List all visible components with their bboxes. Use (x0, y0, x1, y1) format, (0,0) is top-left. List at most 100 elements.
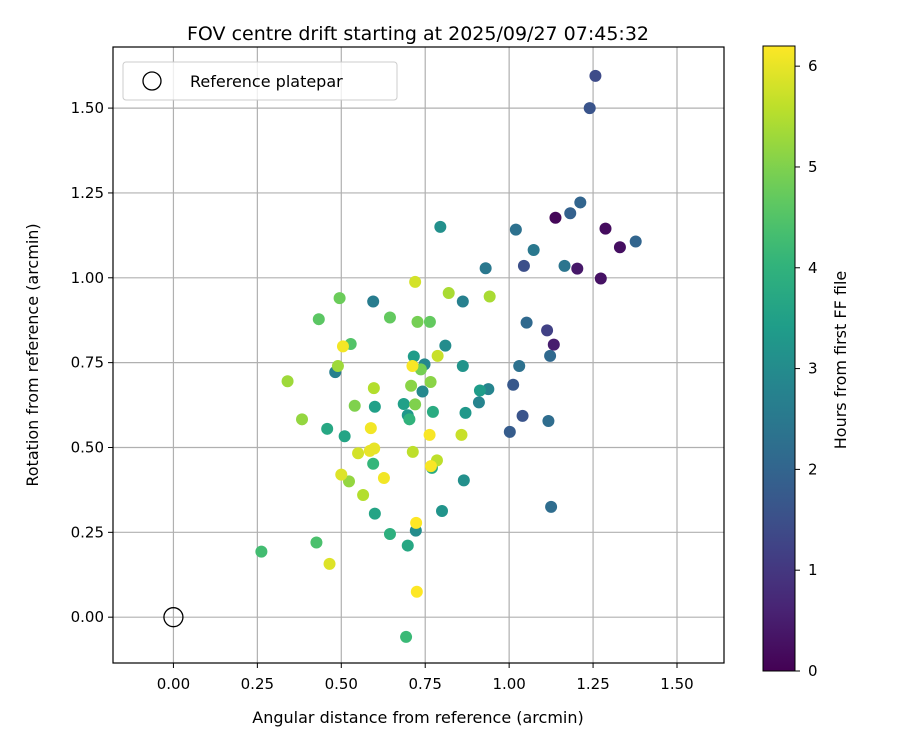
data-point (336, 340, 349, 353)
x-tick-label: 0.00 (157, 675, 190, 693)
data-point (589, 69, 602, 82)
data-point (547, 338, 560, 351)
data-point (383, 311, 396, 324)
colorbar-label: Hours from first FF file (831, 271, 850, 450)
data-point (517, 259, 530, 272)
data-point (411, 315, 424, 328)
data-point (367, 295, 380, 308)
data-point (400, 630, 413, 643)
colorbar-tick-label: 4 (808, 259, 818, 277)
x-tick-label: 1.50 (660, 675, 693, 693)
data-point (583, 102, 596, 115)
data-point (406, 445, 419, 458)
data-point (348, 399, 361, 412)
data-point (574, 196, 587, 209)
data-point (368, 507, 381, 520)
colorbar-tick-label: 5 (808, 158, 818, 176)
legend-label: Reference platepar (190, 72, 343, 91)
legend: Reference platepar (122, 61, 398, 101)
data-point (383, 528, 396, 541)
data-point (363, 444, 376, 457)
data-point (343, 475, 356, 488)
data-point (599, 222, 612, 235)
data-point (416, 385, 429, 398)
data-point (321, 422, 334, 435)
colorbar-tick-label: 3 (808, 360, 818, 378)
data-point (434, 220, 447, 233)
y-tick-label: 0.25 (71, 523, 104, 541)
data-point (456, 295, 469, 308)
data-point (281, 375, 294, 388)
data-point (436, 504, 448, 517)
data-point (410, 516, 423, 529)
data-point (473, 384, 486, 397)
data-point (509, 223, 522, 236)
data-point (423, 428, 436, 441)
legend-marker-circle (142, 71, 162, 91)
data-point (541, 324, 554, 337)
data-point (423, 315, 436, 328)
data-point (456, 360, 469, 373)
data-point (403, 413, 416, 426)
data-point (594, 272, 607, 285)
data-point (333, 292, 346, 305)
data-point (564, 207, 577, 220)
y-tick-label: 0.00 (71, 608, 104, 626)
data-point (368, 400, 381, 413)
data-point (439, 339, 452, 352)
data-point (338, 430, 351, 443)
colorbar-tick-label: 2 (808, 460, 818, 478)
data-point (545, 500, 558, 513)
colorbar-tick-label: 6 (808, 57, 818, 75)
data-point (507, 378, 520, 391)
data-point (520, 316, 533, 329)
data-point (357, 489, 370, 501)
data-point (367, 382, 380, 395)
data-point (483, 290, 496, 303)
data-point (312, 313, 325, 326)
data-point (406, 360, 419, 373)
legend-box (122, 61, 398, 101)
data-point (629, 235, 642, 248)
colorbar-tick-label: 0 (808, 662, 818, 680)
data-point (558, 259, 571, 272)
data-point (323, 557, 336, 570)
data-point (455, 428, 468, 441)
x-tick-label: 1.25 (576, 675, 609, 693)
data-point (479, 262, 492, 275)
data-point (407, 350, 420, 363)
reference-platepar-marker (163, 607, 184, 628)
x-tick-label: 1.00 (492, 675, 525, 693)
y-tick-label: 1.25 (71, 184, 104, 202)
x-tick-label: 0.50 (325, 675, 358, 693)
data-point (424, 460, 437, 473)
data-point (409, 275, 422, 288)
chart-title: FOV centre drift starting at 2025/09/27 … (187, 23, 649, 45)
y-tick-label: 0.50 (71, 438, 104, 456)
data-point (367, 457, 380, 470)
data-point (296, 413, 309, 426)
data-point (516, 409, 529, 422)
data-point (431, 349, 444, 362)
data-point (401, 539, 414, 552)
data-point (549, 211, 562, 224)
y-tick-label: 1.50 (71, 99, 104, 117)
plot-frame (112, 46, 725, 664)
data-point (397, 398, 410, 411)
data-point (613, 241, 626, 254)
data-point (424, 375, 437, 388)
data-point (571, 262, 584, 275)
data-point (542, 415, 555, 428)
colorbar (762, 45, 796, 672)
data-point (255, 545, 268, 558)
data-point (377, 472, 390, 485)
data-point (410, 585, 423, 598)
y-tick-label: 0.75 (71, 354, 104, 372)
data-point (442, 287, 455, 300)
data-points (163, 69, 642, 643)
data-point (459, 406, 472, 419)
x-tick-label: 0.75 (409, 675, 442, 693)
data-point (409, 398, 422, 411)
data-point (335, 468, 348, 481)
x-axis-label: Angular distance from reference (arcmin) (252, 708, 583, 727)
